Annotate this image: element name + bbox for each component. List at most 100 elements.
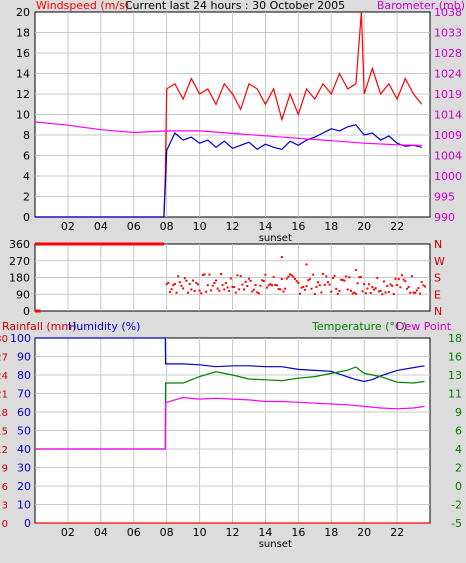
barometer-tick-label: 1024 [434, 68, 462, 81]
direction-point [328, 283, 331, 286]
humidity-tick-label: 70 [17, 388, 31, 401]
direction-point [354, 292, 357, 295]
direction-point [330, 290, 333, 293]
temp-x-axis-tick-label: 10 [193, 526, 207, 539]
direction-point [262, 280, 265, 283]
direction-point [173, 282, 176, 285]
direction-point [294, 277, 297, 280]
direction-point [336, 292, 339, 295]
wind-x-axis-tick-label: 02 [61, 220, 75, 233]
direction-point [396, 284, 399, 287]
temp-x-axis-tick-label: 12 [226, 526, 240, 539]
direction-point [361, 290, 364, 293]
temperature-tick-label: 6 [455, 425, 462, 438]
direction-point [287, 275, 290, 278]
wind-x-axis-tick-label: 14 [258, 220, 272, 233]
rainfall-tick-label: 30 [0, 334, 8, 345]
wind-x-axis-tick-label: 20 [357, 220, 371, 233]
direction-point [325, 275, 328, 278]
direction-point [172, 284, 175, 287]
direction-point [167, 281, 170, 284]
direction-point [356, 282, 359, 285]
windspeed-tick-label: 12 [16, 88, 30, 101]
direction-point [200, 292, 203, 295]
direction-point [345, 275, 348, 278]
direction-point [183, 277, 186, 280]
direction-point [168, 290, 171, 293]
compass-tick-label: E [434, 288, 441, 301]
direction-point [391, 284, 394, 287]
compass-tick-label: N [434, 238, 442, 251]
direction-point [315, 285, 318, 288]
temp-x-axis-tick-label: 18 [324, 526, 338, 539]
direction-point [275, 284, 278, 287]
direction-point [405, 287, 408, 290]
direction-point [282, 290, 285, 293]
direction-point [382, 280, 385, 283]
direction-point [219, 273, 222, 276]
direction-point [246, 285, 249, 288]
direction-point [340, 278, 343, 281]
direction-point [177, 275, 180, 278]
direction-point [264, 273, 267, 276]
direction-point [420, 280, 423, 283]
temperature-tick-label: 9 [455, 406, 462, 419]
direction-point [196, 283, 199, 286]
windspeed-tick-label: 16 [16, 47, 30, 60]
direction-point [371, 285, 374, 288]
humidity-tick-label: 50 [17, 425, 31, 438]
windspeed-tick-label: 14 [16, 68, 30, 81]
direction-point [231, 286, 234, 289]
temp-x-axis-tick-label: 02 [61, 526, 75, 539]
direction-point [236, 274, 239, 277]
direction-point [366, 287, 369, 290]
direction-point [412, 291, 415, 294]
direction-point [397, 278, 400, 281]
rainfall-tick-label: 9 [2, 464, 8, 475]
direction-point [364, 292, 367, 295]
barometer-tick-label: 1014 [434, 109, 462, 122]
barometer-tick-label: 990 [434, 211, 455, 224]
windspeed-tick-label: 6 [23, 150, 30, 163]
direction-point [190, 288, 193, 291]
direction-tick-label: 90 [16, 288, 30, 301]
windspeed-axis-title: Windspeed (m/s) [36, 0, 129, 12]
direction-point [307, 279, 310, 282]
wind-x-axis-tick-label: 18 [324, 220, 338, 233]
barometer-line [34, 121, 422, 146]
temperature-tick-label: 11 [448, 388, 462, 401]
direction-point [274, 284, 277, 287]
humidity-axis-title: Humidity (%) [68, 320, 140, 333]
direction-point [206, 284, 209, 287]
direction-point [392, 293, 395, 296]
direction-point [379, 289, 382, 292]
direction-point [424, 285, 427, 288]
rainfall-tick-label: 15 [0, 427, 8, 438]
rainfall-tick-label: 0 [2, 519, 8, 530]
windspeed-tick-label: 20 [16, 6, 30, 19]
direction-point [272, 276, 275, 279]
humidity-tick-label: 90 [17, 351, 31, 364]
rainfall-tick-label: 24 [0, 371, 8, 382]
wind-x-axis-tick-label: 12 [226, 220, 240, 233]
dew-point-axis-title: Dew Point [396, 320, 452, 333]
barometer-tick-label: 1004 [434, 150, 462, 163]
windspeed-tick-label: 0 [23, 211, 30, 224]
humidity-tick-label: 30 [17, 462, 31, 475]
windspeed-tick-label: 18 [16, 27, 30, 40]
wind-x-axis-tick-label: 08 [160, 220, 174, 233]
direction-point [417, 287, 420, 290]
direction-point [192, 279, 194, 282]
humidity-tick-label: 40 [17, 443, 31, 456]
direction-point [351, 292, 354, 295]
direction-point [266, 286, 269, 289]
direction-point [354, 269, 357, 272]
windspeed-tick-label: 10 [16, 109, 30, 122]
temperature-tick-label: 2 [455, 462, 462, 475]
humidity-tick-label: 20 [17, 480, 31, 493]
barometer-axis-title: Barometer (mb) [377, 0, 465, 12]
temp-x-axis-tick-label: 14 [258, 526, 272, 539]
temperature-tick-label: 13 [448, 369, 462, 382]
wind-x-axis-tick-label: 16 [291, 220, 305, 233]
direction-point [226, 286, 229, 289]
